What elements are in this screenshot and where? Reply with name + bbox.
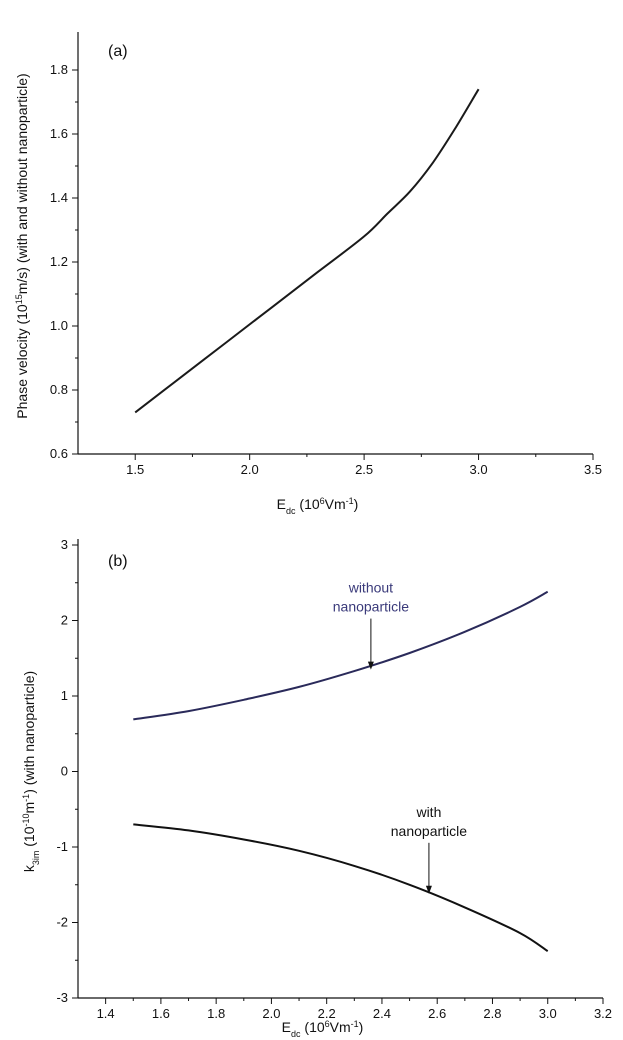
panel-a-x-axis-title-sup: 6 <box>320 496 325 506</box>
panel-b-x-tick-label: 1.6 <box>152 1006 170 1021</box>
panel-a-x-axis-title-sup2: -1 <box>346 496 354 506</box>
panel-b-x-tick-label: 3.2 <box>594 1006 612 1021</box>
panel-b-tag: (b) <box>108 553 128 570</box>
panel-b-y-tick-label: -2 <box>56 915 68 930</box>
panel-a-series-1-line <box>134 88 480 414</box>
panel-b-y-tick-label: -3 <box>56 990 68 1005</box>
panel-b-x-tick-label: 1.8 <box>207 1006 225 1021</box>
panel-b-y-axis-title-sup2: -1 <box>21 794 31 802</box>
panel-a-y-tick-label: 1.2 <box>50 254 68 269</box>
panel-b-x-tick-label: 2.6 <box>428 1006 446 1021</box>
panel-a-x-tick-label: 1.5 <box>126 462 144 477</box>
panel-a-x-axis-title-main: E <box>277 496 286 512</box>
panel-b-x-tick-label: 1.4 <box>97 1006 115 1021</box>
panel-b-annotation-2-text: nanoparticle <box>391 823 467 839</box>
panel-b-x-axis-title-sup2: -1 <box>351 1019 359 1029</box>
panel-b-annotation-1-text: without <box>348 580 393 596</box>
panel-b-y-axis-title: k3im (10-10m-1) (with nanoparticle) <box>21 671 41 872</box>
chart-panel-a: 0.6 0.8 1.0 1.2 1.4 1.6 1.8 1.5 2.0 2.5 3.0 3.5 (a) E… <box>14 32 602 516</box>
panel-b-x-tick-label: 2.0 <box>262 1006 280 1021</box>
panel-b-x-axis-title-sup: 6 <box>325 1019 330 1029</box>
panel-b-y-axis-title-end: ) (with nanoparticle) <box>21 671 37 794</box>
panel-a-y-tick-label: 0.6 <box>50 446 68 461</box>
panel-b-y-axis-title-pre: (10 <box>21 826 37 850</box>
panel-b-x-tick-label: 2.4 <box>373 1006 391 1021</box>
panel-a-x-axis-title: Edc (106Vm-1) <box>277 496 359 516</box>
panel-a-x-tick-label: 2.0 <box>241 462 259 477</box>
panel-b-x-axis-title-main: E <box>282 1019 291 1035</box>
panel-b-series-1-line <box>133 590 549 721</box>
panel-b-y-axis-title-main: k <box>21 864 37 872</box>
panel-a-y-tick-label: 1.4 <box>50 190 68 205</box>
panel-b-y-tick-label: 0 <box>61 764 68 779</box>
panel-b-x-axis-title-sub: dc <box>291 1029 301 1039</box>
panel-b-y-tick-label: 2 <box>61 613 68 628</box>
panel-b-y-tick-label: -1 <box>56 839 68 854</box>
panel-a-y-tick-label: 1.6 <box>50 126 68 141</box>
panel-b-annotation-2-text: with <box>415 804 441 820</box>
panel-a-y-tick-label: 1.0 <box>50 318 68 333</box>
panel-a-x-tick-label: 3.0 <box>470 462 488 477</box>
panel-b-annotation-1-text: nanoparticle <box>333 599 409 615</box>
panel-a-y-axis-title: Phase velocity (1015m/s) (with and witho… <box>14 73 30 418</box>
panel-b-x-axis-title: Edc (106Vm-1) <box>282 1019 364 1039</box>
panel-a-x-axis-title-pre: (10 <box>296 496 320 512</box>
panel-b-y-axis-title-sup: -10 <box>21 813 31 826</box>
panel-b-y-tick-label: 3 <box>61 537 68 552</box>
panel-b-annotation-2-arrow-head <box>425 885 432 894</box>
panel-a-tag: (a) <box>108 43 128 60</box>
panel-a-y-axis-title-sup: 15 <box>14 294 24 304</box>
panel-a-x-axis-title-end: ) <box>354 496 359 512</box>
panel-a-x-axis-title-post: Vm <box>325 496 346 512</box>
panel-a-x-tick-label: 2.5 <box>355 462 373 477</box>
panel-b-x-axis-title-post: Vm <box>330 1019 351 1035</box>
panel-b-annotation-1-arrow-head <box>367 661 374 670</box>
panel-b-y-axis-title-sub: 3im <box>31 851 41 866</box>
panel-b-x-tick-label: 2.8 <box>483 1006 501 1021</box>
panel-a-y-axis-title-pre: Phase velocity (10 <box>14 304 30 419</box>
panel-b-x-axis-title-pre: (10 <box>301 1019 325 1035</box>
panel-a-x-tick-label: 3.5 <box>584 462 602 477</box>
panel-b-y-axis-title-post: m <box>21 802 37 814</box>
panel-a-y-tick-label: 1.8 <box>50 62 68 77</box>
panel-a-y-tick-label: 0.8 <box>50 382 68 397</box>
panel-a-x-axis-title-sub: dc <box>286 506 296 516</box>
panel-b-x-tick-label: 2.2 <box>318 1006 336 1021</box>
panel-b-x-axis-title-end: ) <box>359 1019 364 1035</box>
panel-b-x-tick-label: 3.0 <box>539 1006 557 1021</box>
panel-b-y-tick-label: 1 <box>61 688 68 703</box>
panel-b-series-2-line <box>133 823 549 953</box>
panel-a-y-axis-title-post: m/s) (with and without nanoparticle) <box>14 73 30 294</box>
